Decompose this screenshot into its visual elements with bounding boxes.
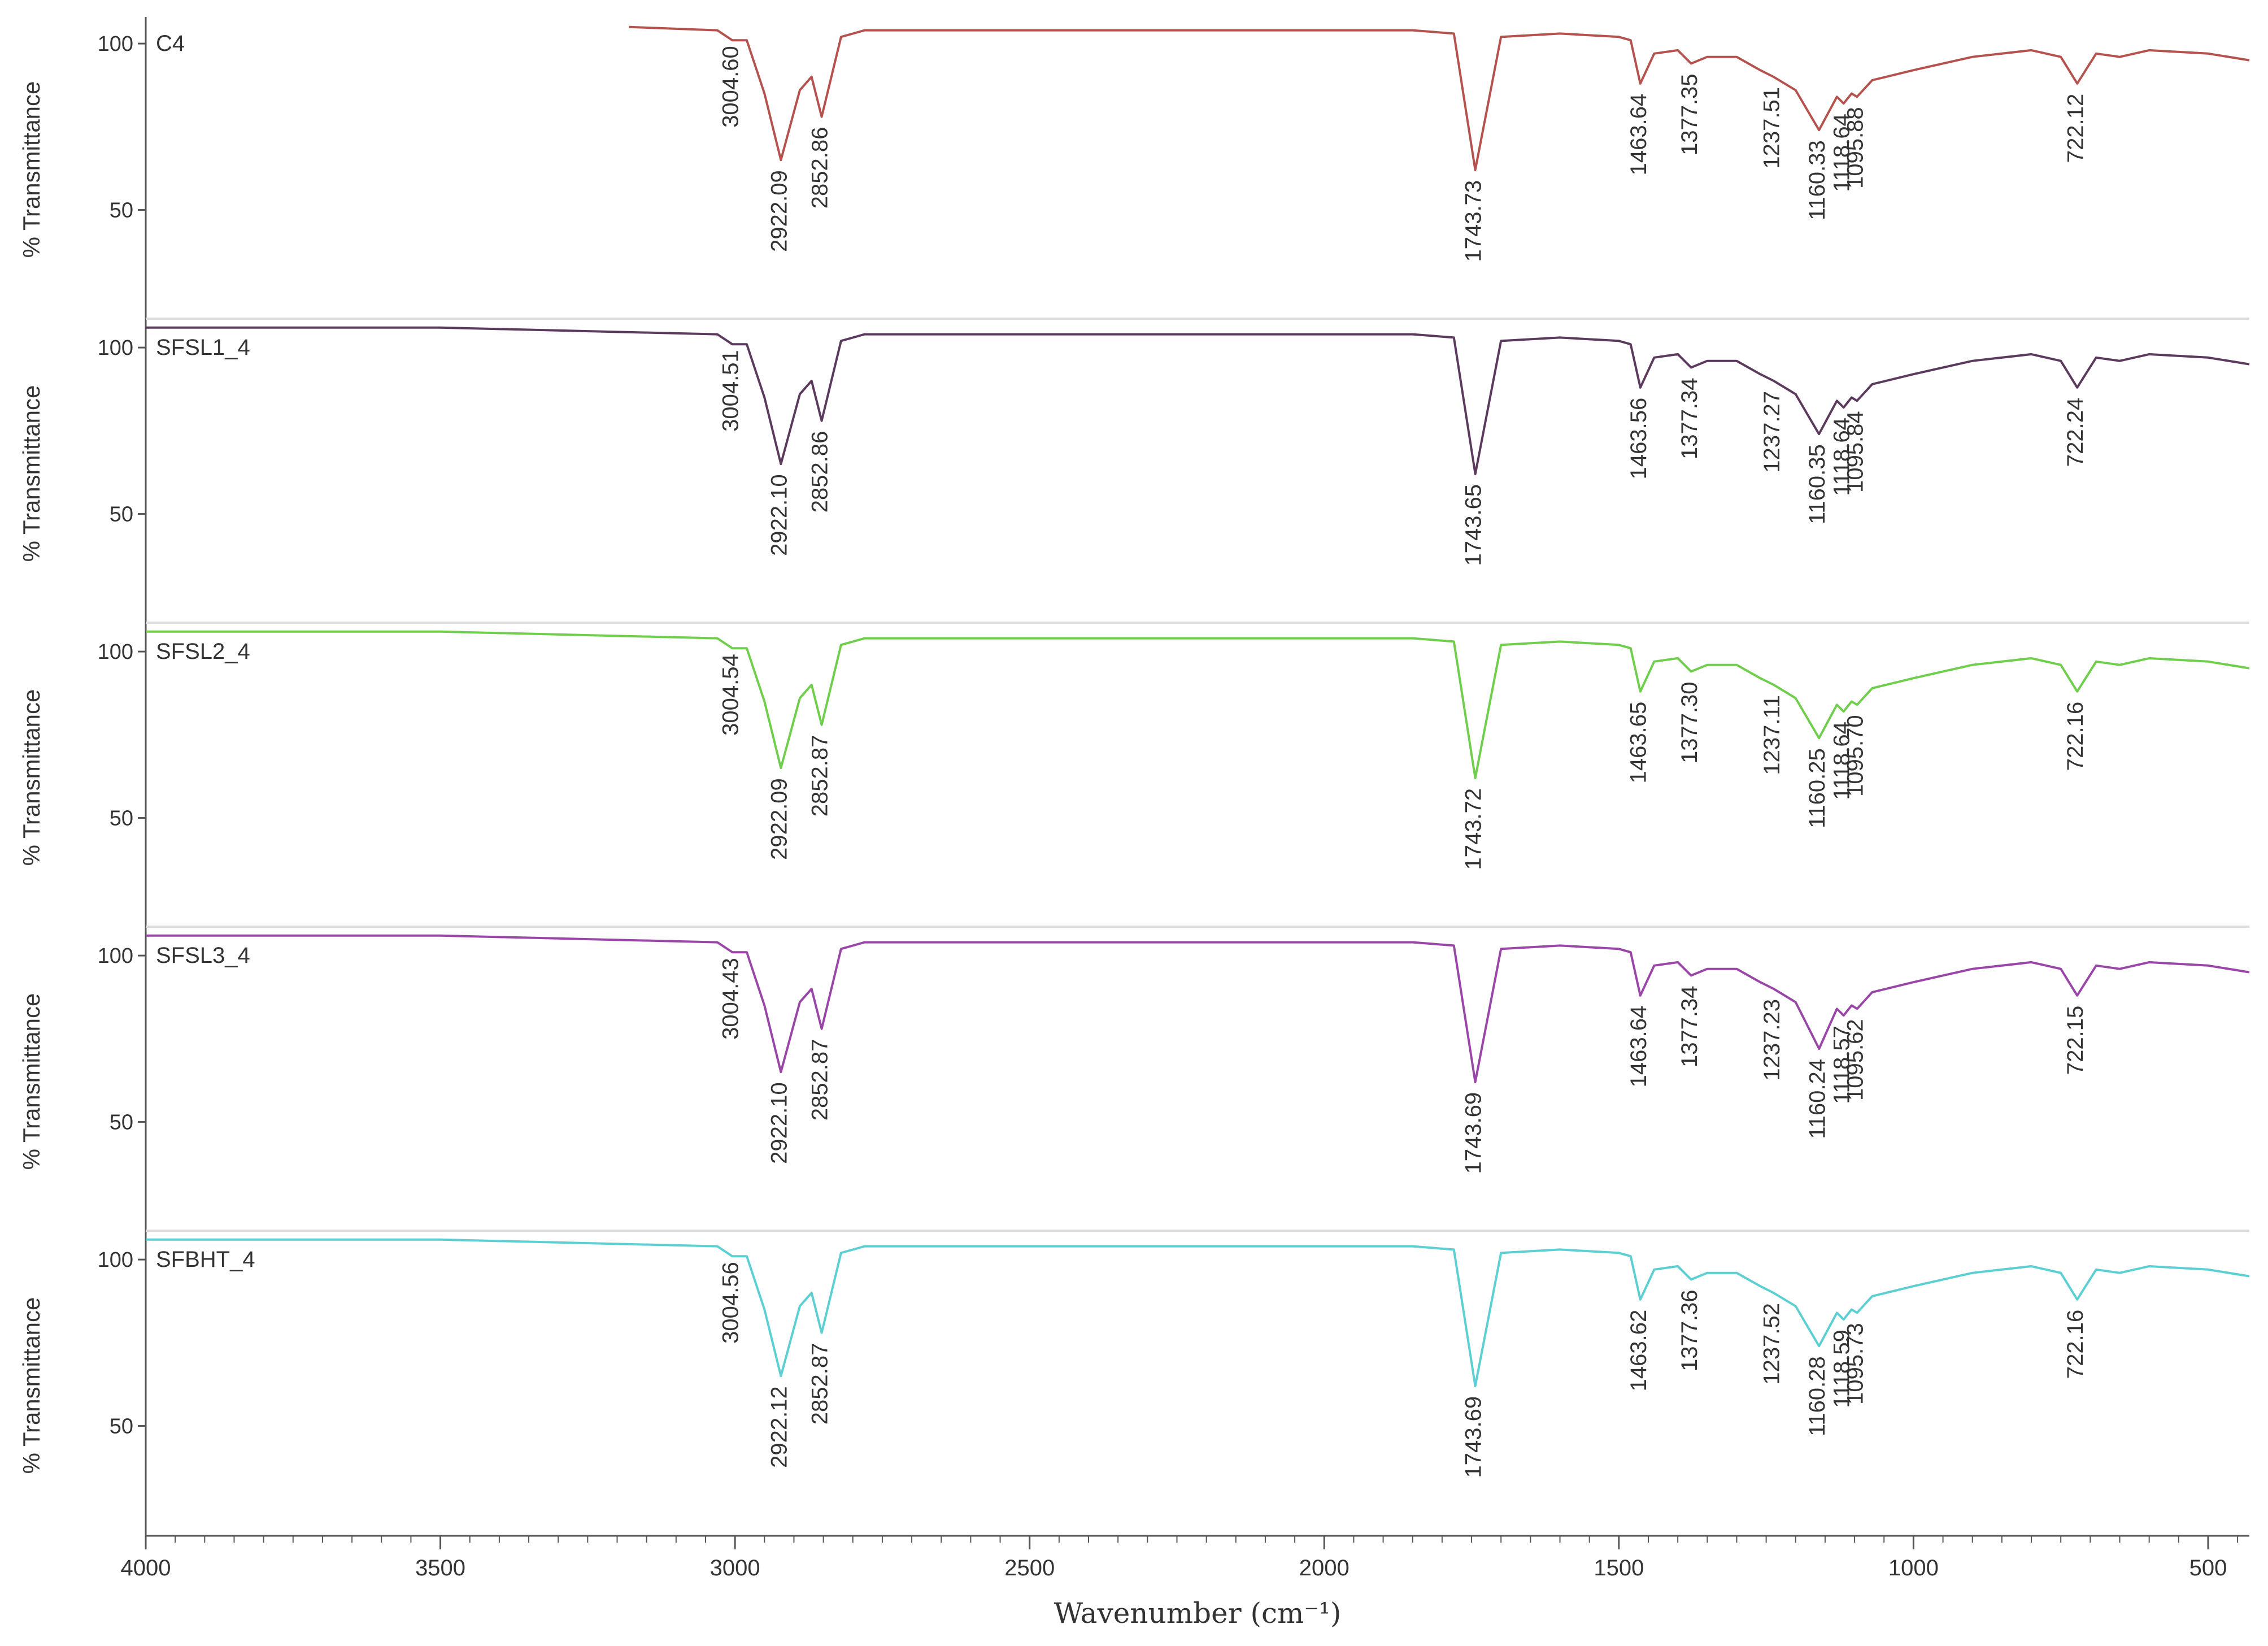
peak-label: 722.15	[2063, 1006, 2088, 1075]
x-tick-label: 500	[2189, 1556, 2227, 1580]
peak-label: 3004.60	[718, 46, 743, 128]
y-tick-label: 100	[98, 944, 133, 968]
y-tick-label: 50	[110, 807, 133, 831]
x-tick-label: 2000	[1299, 1556, 1350, 1580]
panel-sfsl3-4: 100 50 % Transmittance SFSL3_4 3004.43 2922.1…	[18, 926, 2250, 1174]
peak-label: 2922.12	[767, 1386, 791, 1468]
panel-sfsl1-4: 100 50 % Transmittance SFSL1_4 3004.51 2922.1…	[18, 318, 2250, 566]
panel-name: SFSL3_4	[156, 943, 250, 968]
peak-label: 1463.64	[1626, 94, 1651, 176]
peak-label: 1095.62	[1843, 1019, 1868, 1101]
peak-label: 2852.86	[808, 431, 833, 513]
x-tick-label: 1000	[1888, 1556, 1939, 1580]
peak-label: 1237.52	[1760, 1303, 1784, 1385]
peak-label: 1743.73	[1461, 180, 1486, 262]
peak-label: 1118.57	[1830, 1026, 1855, 1104]
peak-label: 722.16	[2063, 1310, 2088, 1379]
y-tick-label: 100	[98, 32, 133, 56]
spectrum-line	[146, 1238, 2250, 1387]
x-axis-title: Wavenumber (cm⁻¹)	[1054, 1597, 1342, 1630]
peak-label: 1377.35	[1677, 73, 1702, 155]
peak-label: 1463.64	[1626, 1006, 1651, 1088]
peak-label: 1118.64	[1830, 418, 1855, 496]
peak-label: 2852.86	[808, 127, 833, 209]
spectrum-line	[146, 630, 2250, 779]
y-axis-title: % Transmittance	[18, 1297, 45, 1474]
y-axis-title: % Transmittance	[18, 81, 45, 258]
peak-label: 1160.24	[1805, 1059, 1830, 1139]
peak-label: 1377.30	[1677, 681, 1702, 763]
panel-c4: 100 50 % Transmittance C4 3004.60 2922.09 2852…	[18, 25, 2250, 262]
y-tick-label: 100	[98, 640, 133, 664]
peak-label: 722.16	[2063, 702, 2088, 771]
peak-label: 1377.36	[1677, 1289, 1702, 1371]
peak-label: 1237.27	[1760, 391, 1784, 473]
peak-label: 1237.23	[1760, 999, 1784, 1081]
peak-label: 1463.65	[1626, 702, 1651, 784]
x-tick-label: 4000	[121, 1556, 171, 1580]
peak-label: 3004.43	[719, 958, 743, 1040]
x-tick-label: 3500	[415, 1556, 465, 1580]
peak-label: 1095.73	[1843, 1323, 1868, 1405]
peak-label: 2922.09	[767, 778, 791, 860]
x-tick-label: 3000	[710, 1556, 760, 1580]
y-axis-title: % Transmittance	[18, 993, 45, 1170]
y-tick-label: 50	[110, 199, 133, 223]
peak-label: 3004.56	[718, 1262, 743, 1344]
peak-label: 1463.56	[1626, 398, 1651, 480]
y-tick-label: 50	[110, 503, 133, 527]
peak-label: 1118.64	[1830, 114, 1855, 192]
panel-sfbht-4: 100 50 % Transmittance SFBHT_4 3004.56 2922.1…	[18, 1230, 2250, 1478]
panel-name: SFSL1_4	[156, 335, 250, 360]
y-tick-label: 50	[110, 1111, 133, 1135]
peak-label: 1743.65	[1461, 484, 1486, 566]
y-axis-title: % Transmittance	[18, 689, 45, 866]
peak-label: 2852.87	[808, 1343, 833, 1425]
peak-label: 1118.64	[1830, 722, 1855, 800]
peak-label: 2922.10	[767, 474, 791, 556]
peak-label: 1743.69	[1461, 1092, 1486, 1174]
peak-label: 1743.69	[1461, 1396, 1486, 1478]
peak-label: 3004.51	[718, 350, 743, 432]
peak-label: 2922.10	[767, 1082, 791, 1164]
y-axis-title: % Transmittance	[18, 385, 45, 562]
y-tick-label: 100	[98, 1248, 133, 1272]
peak-label: 1095.88	[1843, 107, 1867, 189]
y-tick-label: 100	[98, 336, 133, 360]
peak-label: 1377.34	[1677, 985, 1702, 1067]
peak-label: 2922.09	[767, 170, 791, 252]
peak-label: 722.24	[2063, 398, 2088, 467]
peak-label: 1377.34	[1677, 377, 1702, 459]
y-tick-label: 50	[110, 1415, 133, 1439]
peak-label: 2852.87	[808, 1039, 833, 1121]
x-tick-label: 1500	[1594, 1556, 1644, 1580]
peak-label: 1095.70	[1843, 715, 1868, 797]
peak-label: 1118.59	[1830, 1330, 1855, 1408]
spectrum-line	[629, 25, 2250, 171]
spectrum-line	[146, 326, 2250, 475]
peak-label: 1160.25	[1805, 748, 1830, 828]
panel-sfsl2-4: 100 50 % Transmittance SFSL2_4 3004.54 2922.0…	[18, 622, 2250, 870]
peak-label: 1237.11	[1760, 695, 1784, 775]
peak-label: 1160.35	[1805, 444, 1830, 524]
peak-label: 1160.28	[1805, 1356, 1830, 1436]
panel-name: C4	[156, 31, 185, 56]
peak-label: 1463.62	[1626, 1310, 1651, 1392]
peak-label: 1095.84	[1843, 411, 1867, 493]
peak-label: 3004.54	[718, 654, 743, 736]
panel-name: SFBHT_4	[156, 1247, 255, 1272]
peak-label: 1160.33	[1805, 140, 1830, 220]
peak-label: 2852.87	[808, 735, 833, 817]
peak-label: 722.12	[2063, 94, 2088, 163]
panel-name: SFSL2_4	[156, 639, 250, 664]
spectrum-line	[146, 934, 2250, 1083]
peak-label: 1237.51	[1760, 87, 1784, 169]
peak-label: 1743.72	[1461, 788, 1486, 870]
x-tick-label: 2500	[1004, 1556, 1055, 1580]
